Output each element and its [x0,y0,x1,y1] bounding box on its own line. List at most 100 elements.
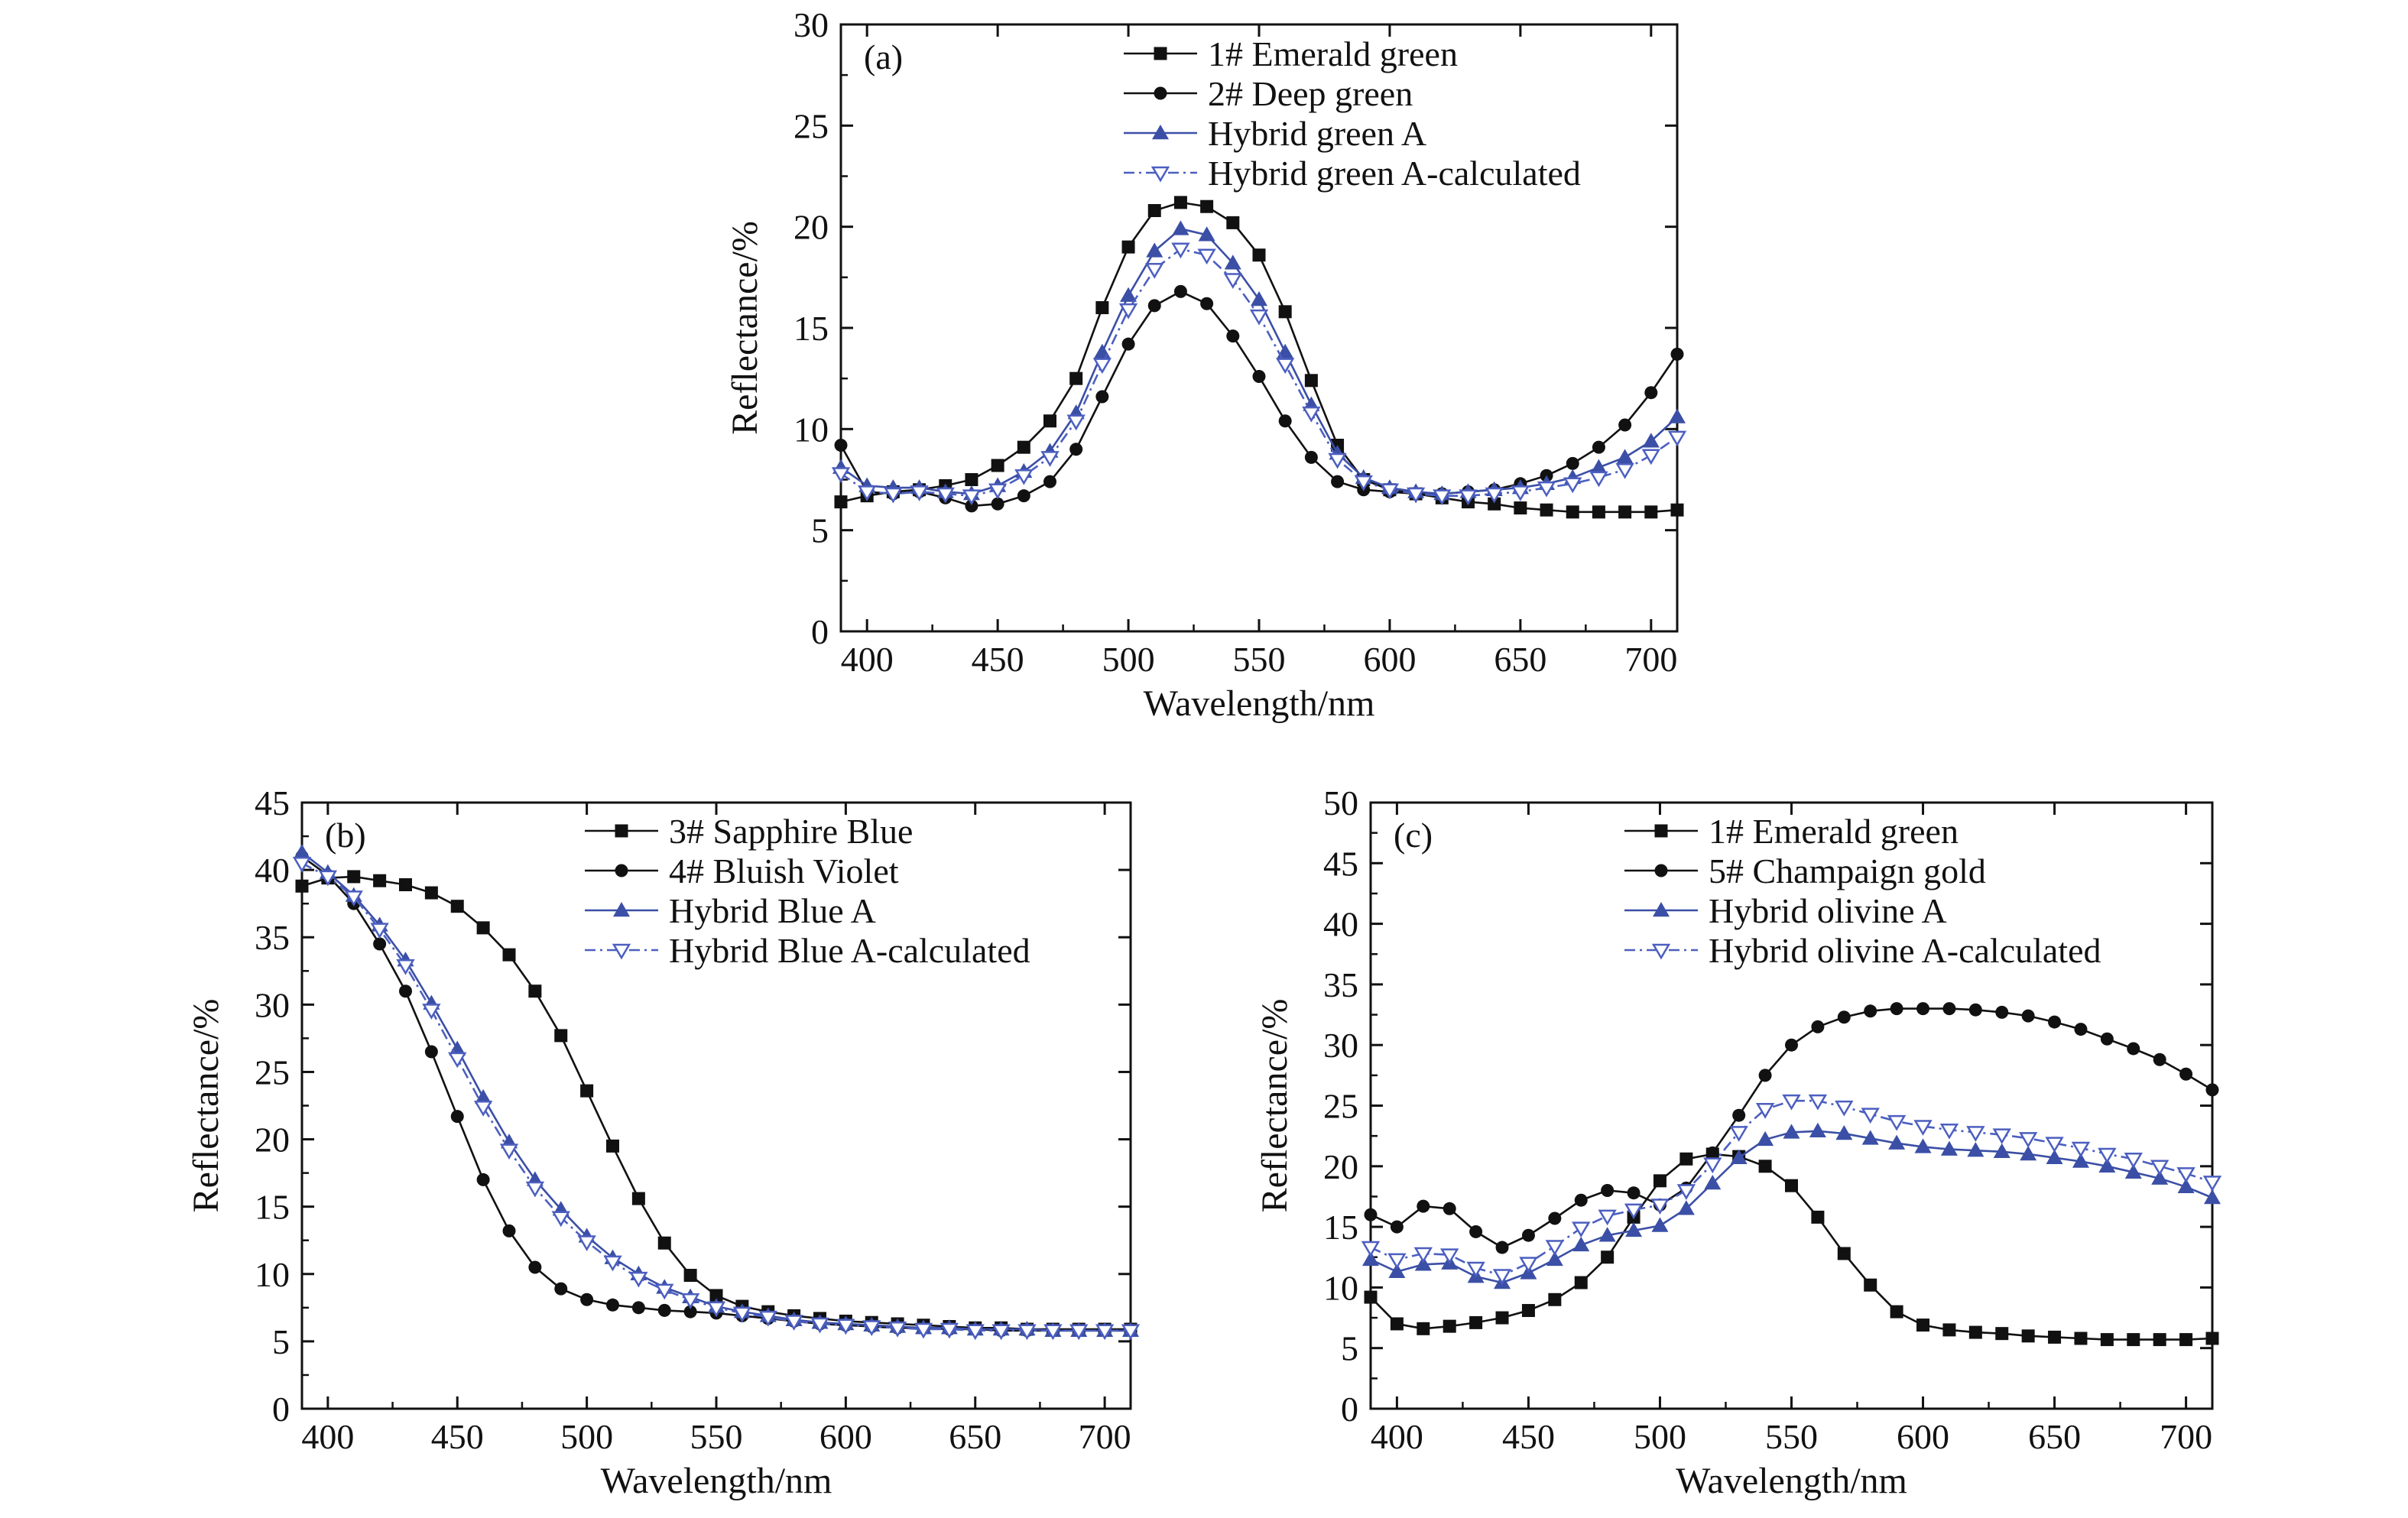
data-point [1942,1323,1956,1337]
data-point [1147,299,1161,313]
data-point [1642,433,1660,448]
data-point [1495,1241,1509,1254]
data-point [1670,503,1684,517]
data-point [2204,1189,2221,1205]
data-point [1618,505,1632,519]
legend-entry: 2# Deep green [1124,74,1413,113]
y-axis-label: Reflectance/% [725,221,765,435]
data-point [1650,1199,1670,1215]
data-point [1388,1263,1406,1279]
legend-entry: 4# Bluish Violet [585,851,899,890]
data-point [1069,1324,1089,1341]
legend-marker [1651,943,1671,960]
data-point [473,1101,493,1117]
data-point [1835,1124,1853,1140]
data-point [965,1324,985,1341]
data-point [1679,1152,1693,1166]
data-point [528,1260,542,1274]
data-point [1861,1130,1879,1145]
panel-tag: (a) [864,37,903,76]
data-point [294,844,310,859]
data-point [2176,1167,2195,1183]
x-tick-label: 500 [1102,640,1155,679]
data-point [499,1143,519,1160]
legend-label: Hybrid green A-calculated [1208,154,1581,193]
panel-tag: (c) [1394,816,1433,855]
data-point [424,886,438,900]
series-1 [1364,1147,2219,1347]
data-point [2100,1333,2114,1347]
x-tick-label: 400 [1371,1417,1423,1456]
panel-a: 400 450 500 550 600 650 700 0 5 10 15 20 25 30 Wavelen… [725,5,1687,724]
data-point [1677,1200,1695,1215]
x-tick-label: 550 [1233,640,1286,679]
data-point [2074,1331,2088,1345]
series-line [840,227,1678,495]
data-point [1785,1038,1798,1052]
data-point [476,1173,490,1186]
data-point [1249,309,1269,326]
x-tick-label: 550 [1765,1417,1818,1456]
data-point [370,923,389,939]
legend-label: Hybrid Blue A [669,891,876,930]
legend-marker [1653,902,1670,917]
data-point [554,1029,568,1043]
data-point [2021,1329,2035,1343]
data-point [1413,1247,1433,1263]
data-point [657,1303,671,1317]
data-point [2151,1169,2169,1185]
data-point [2153,1053,2166,1066]
y-tick-label: 10 [793,410,829,449]
data-point [683,1269,697,1283]
legend-label: Hybrid green A [1208,114,1426,153]
data-point [1537,481,1556,498]
data-point [1093,343,1111,359]
data-point [784,1315,803,1331]
series-4 [1361,1094,2222,1286]
data-point [295,879,309,893]
data-point [1993,1143,2010,1159]
data-point [2100,1032,2114,1046]
data-point [1627,1186,1640,1200]
data-point [1992,1128,2011,1145]
x-tick-label: 600 [1897,1417,1949,1456]
data-point [1811,1020,1825,1033]
data-point [1223,273,1242,289]
data-point [862,1320,881,1336]
y-tick-label: 5 [1341,1329,1358,1368]
data-point [1095,1324,1115,1341]
data-point [1069,443,1083,456]
data-point [858,485,877,501]
data-point [1304,374,1318,388]
data-point [657,1236,671,1250]
data-point [1173,284,1187,298]
x-tick-label: 700 [2160,1417,2212,1456]
data-point [1469,1315,1483,1329]
data-point [1459,489,1478,506]
y-tick-label: 40 [255,851,290,890]
legend-entry: 5# Champaign gold [1624,851,1986,890]
legend-marker [1150,166,1170,183]
y-tick-label: 30 [793,5,829,44]
x-tick-label: 400 [841,640,894,679]
legend-marker [615,824,628,838]
data-point [1616,449,1634,464]
data-point [631,1192,645,1205]
data-point [1782,1094,1801,1111]
data-point [991,1324,1011,1341]
x-axis-label: Wavelength/nm [601,1461,832,1501]
data-point [1864,1004,1877,1018]
data-point [1995,1327,2009,1341]
data-point [1092,358,1112,375]
data-point [629,1271,648,1288]
data-point [1469,1224,1483,1238]
x-axis-label: Wavelength/nm [1144,683,1375,724]
y-tick-label: 10 [255,1255,290,1294]
series-line [1370,1099,2213,1276]
data-point [1511,485,1530,501]
data-point [2071,1141,2091,1158]
data-point [1913,1120,1933,1136]
data-point [373,937,387,951]
data-point [834,439,848,452]
data-point [475,1088,492,1104]
